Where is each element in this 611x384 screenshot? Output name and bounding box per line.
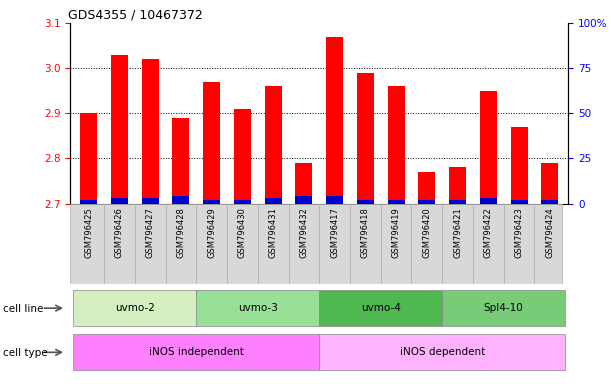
Bar (203, 82, 220, 204)
Bar (320, 290, 442, 326)
Bar (541, 163, 558, 204)
Bar (541, 200, 558, 204)
Bar (480, 198, 497, 204)
Bar (326, 36, 343, 204)
Text: uvmo-4: uvmo-4 (360, 303, 401, 313)
Bar (357, 73, 374, 204)
Text: GSM796422: GSM796422 (484, 208, 493, 258)
Text: GSM796429: GSM796429 (207, 208, 216, 258)
Bar (172, 196, 189, 204)
Text: GSM796423: GSM796423 (514, 208, 524, 258)
Text: GSM796421: GSM796421 (453, 208, 462, 258)
Bar (73, 334, 320, 371)
Text: GSM796426: GSM796426 (115, 208, 124, 258)
Text: GSM796419: GSM796419 (392, 208, 401, 258)
Bar (419, 172, 435, 204)
Text: iNOS independent: iNOS independent (149, 347, 244, 358)
Text: GSM796417: GSM796417 (330, 208, 339, 258)
Bar (234, 109, 251, 204)
Text: GSM796432: GSM796432 (299, 208, 309, 258)
Bar (73, 290, 196, 326)
Text: GSM796420: GSM796420 (422, 208, 431, 258)
Text: cell line: cell line (3, 304, 43, 314)
Text: GSM796430: GSM796430 (238, 208, 247, 258)
Text: GSM796424: GSM796424 (545, 208, 554, 258)
Text: iNOS dependent: iNOS dependent (400, 347, 485, 358)
Text: GSM796427: GSM796427 (145, 208, 155, 258)
Bar (296, 196, 312, 204)
Bar (511, 200, 527, 204)
Bar (196, 290, 320, 326)
Bar (142, 198, 159, 204)
Bar (387, 200, 404, 204)
Text: cell type: cell type (3, 348, 48, 358)
Bar (111, 55, 128, 204)
Bar (203, 200, 220, 204)
Bar (449, 167, 466, 204)
Bar (511, 127, 527, 204)
Bar (111, 198, 128, 204)
Bar (387, 86, 404, 204)
Bar (172, 118, 189, 204)
Bar (234, 200, 251, 204)
Text: Spl4-10: Spl4-10 (484, 303, 524, 313)
Bar (265, 198, 282, 204)
Bar (80, 200, 97, 204)
Bar (296, 163, 312, 204)
Bar (80, 113, 97, 204)
Text: GSM796428: GSM796428 (177, 208, 185, 258)
Bar (142, 59, 159, 204)
Bar (320, 334, 565, 371)
Bar (419, 200, 435, 204)
Text: GDS4355 / 10467372: GDS4355 / 10467372 (68, 9, 202, 22)
Text: uvmo-3: uvmo-3 (238, 303, 278, 313)
Text: uvmo-2: uvmo-2 (115, 303, 155, 313)
Bar (480, 91, 497, 204)
Text: GSM796431: GSM796431 (269, 208, 277, 258)
Text: GSM796418: GSM796418 (361, 208, 370, 258)
Bar (442, 290, 565, 326)
Bar (449, 200, 466, 204)
Bar (357, 200, 374, 204)
Bar (265, 86, 282, 204)
Text: GSM796425: GSM796425 (84, 208, 93, 258)
Bar (326, 196, 343, 204)
